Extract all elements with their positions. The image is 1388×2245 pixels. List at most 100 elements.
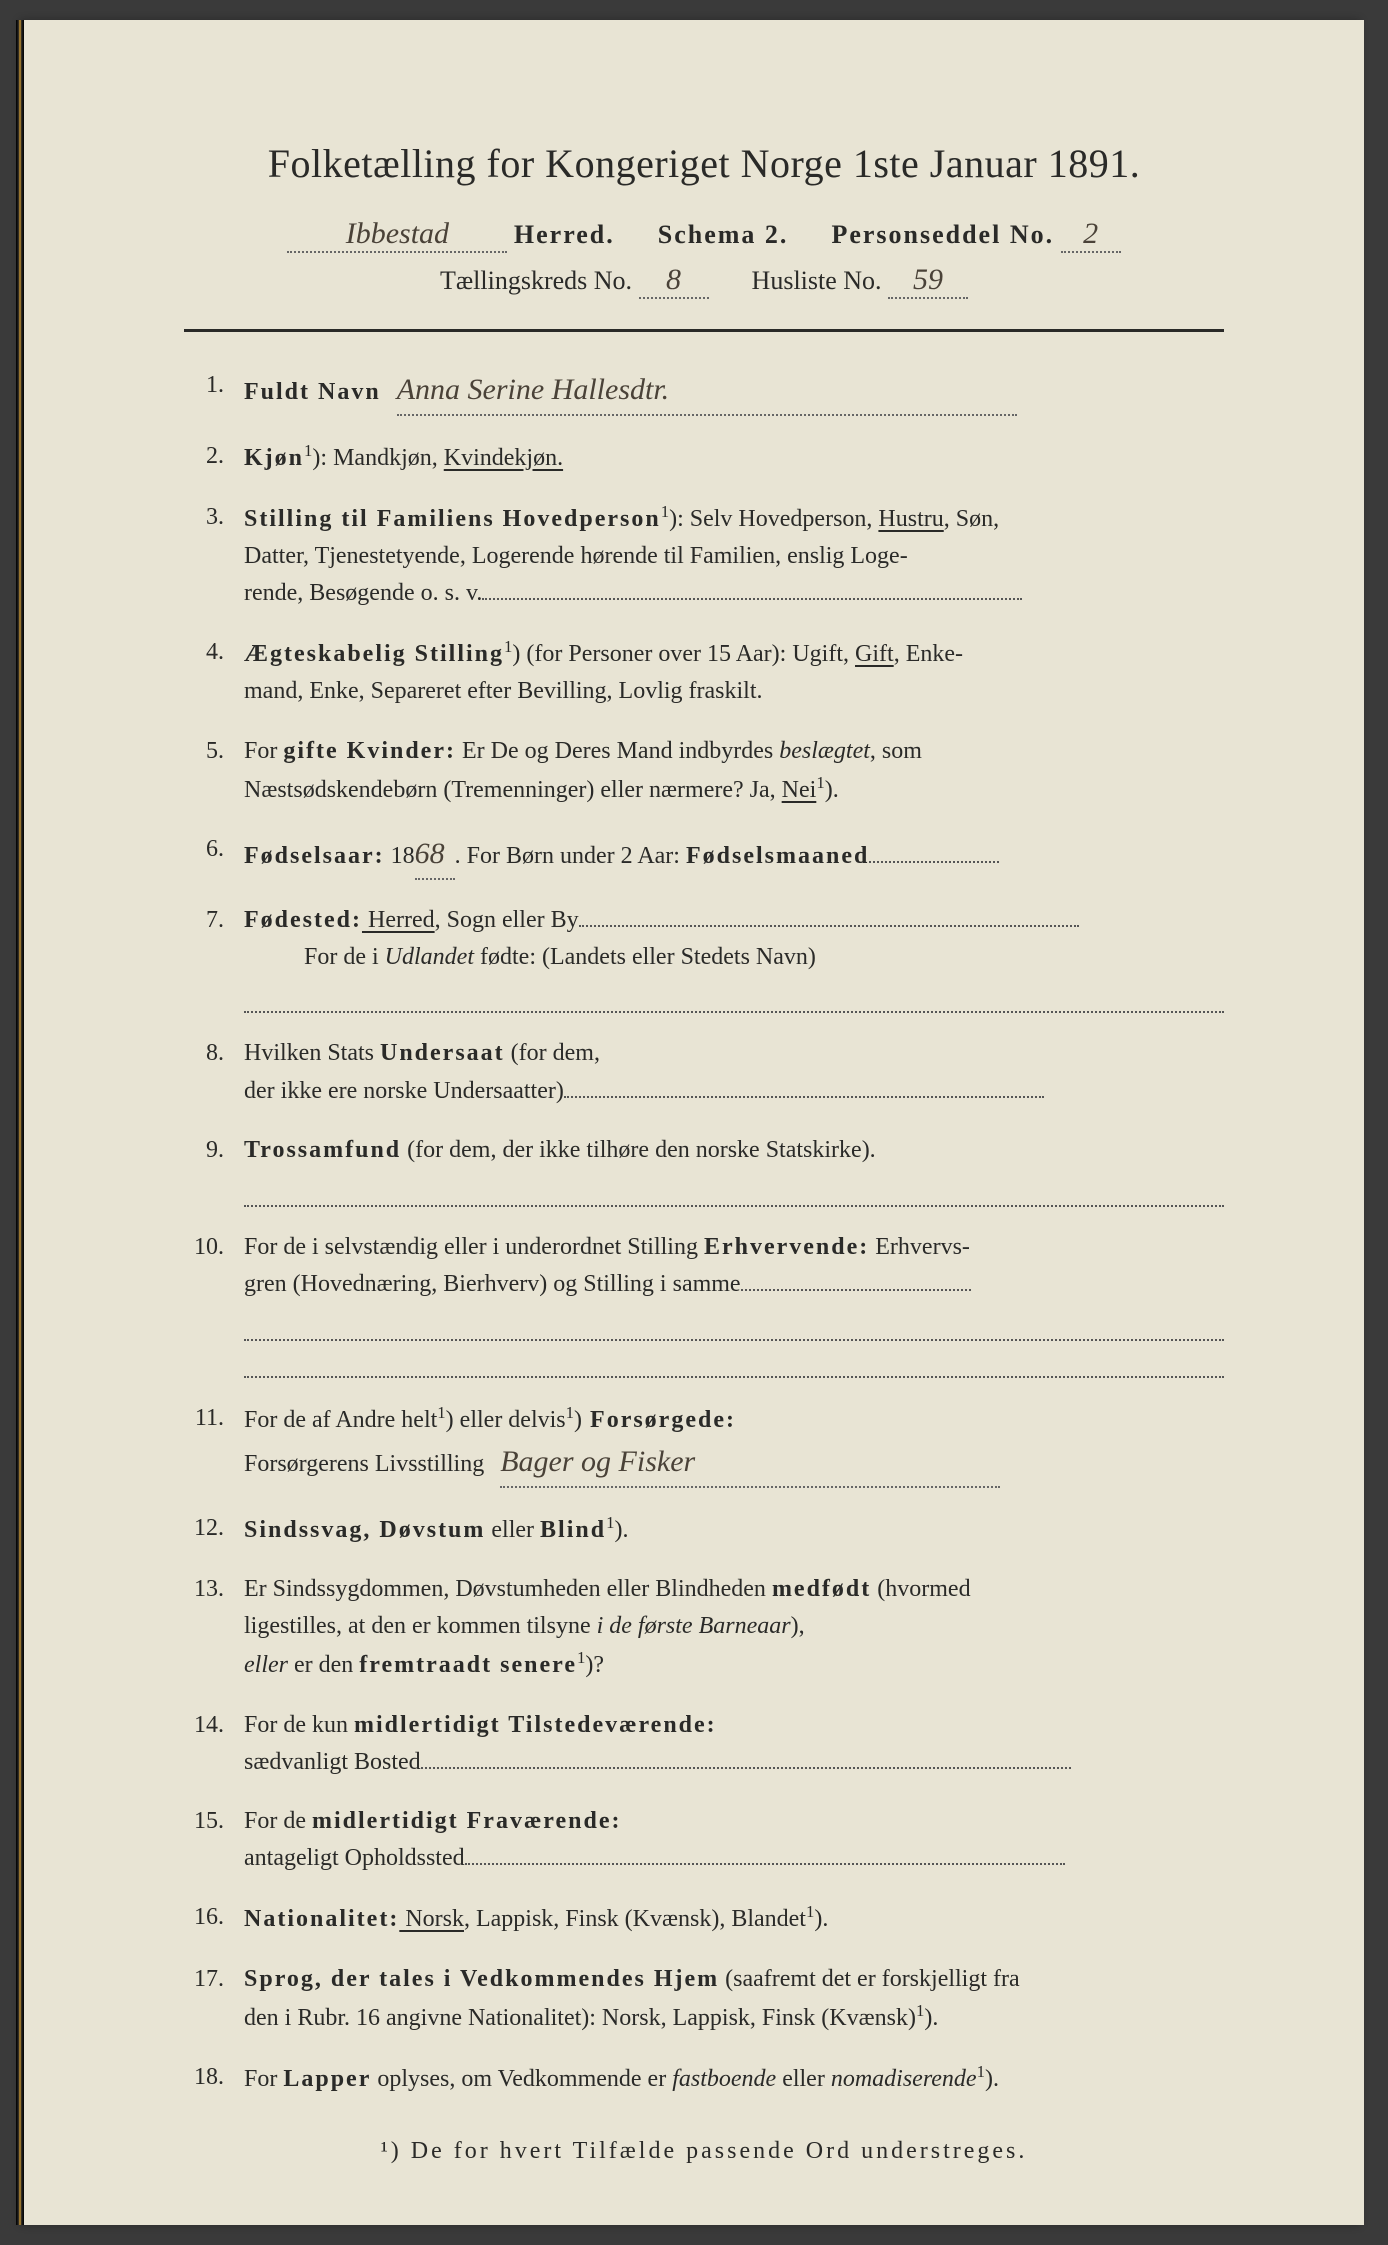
item-9: 9. Trossamfund (for dem, der ikke tilhør… bbox=[184, 1132, 1224, 1207]
text: For de af Andre helt bbox=[244, 1407, 437, 1433]
item-num: 14. bbox=[184, 1707, 244, 1781]
husliste-label: Husliste No. bbox=[752, 266, 882, 295]
item-body: For de midlertidigt Fraværende: antageli… bbox=[244, 1803, 1224, 1877]
item-16: 16. Nationalitet: Norsk, Lappisk, Finsk … bbox=[184, 1899, 1224, 1938]
label: midlertidigt Fraværende: bbox=[312, 1808, 622, 1834]
item-body: Fødested: Herred, Sogn eller By For de i… bbox=[244, 902, 1224, 1014]
label: Ægteskabelig Stilling bbox=[244, 641, 504, 667]
selected-option: Norsk bbox=[399, 1906, 464, 1932]
page-title: Folketælling for Kongeriget Norge 1ste J… bbox=[144, 140, 1264, 187]
label: Forsørgede: bbox=[582, 1407, 736, 1433]
personseddel-no: 2 bbox=[1061, 217, 1121, 253]
label: Fødselsaar: bbox=[244, 843, 385, 869]
italic-text: eller bbox=[244, 1652, 288, 1678]
year-handwritten: 68 bbox=[415, 831, 455, 880]
label: medfødt bbox=[772, 1576, 871, 1602]
item-2: 2. Kjøn1): Mandkjøn, Kvindekjøn. bbox=[184, 438, 1224, 477]
item-body: Ægteskabelig Stilling1) (for Personer ov… bbox=[244, 634, 1224, 710]
text: eller bbox=[776, 2066, 831, 2092]
header-line-1: Ibbestad Herred. Schema 2. Personseddel … bbox=[144, 217, 1264, 253]
item-13: 13. Er Sindssygdommen, Døvstumheden elle… bbox=[184, 1571, 1224, 1685]
selected-option: Kvindekjøn. bbox=[444, 445, 563, 471]
item-num: 7. bbox=[184, 902, 244, 1014]
item-body: Nationalitet: Norsk, Lappisk, Finsk (Kvæ… bbox=[244, 1899, 1224, 1938]
text: (for Personer over 15 Aar): bbox=[526, 641, 792, 667]
label: Fødselsmaaned bbox=[686, 843, 869, 869]
item-body: For gifte Kvinder: Er De og Deres Mand i… bbox=[244, 733, 1224, 809]
footnote: ¹) De for hvert Tilfælde passende Ord un… bbox=[144, 2138, 1264, 2165]
item-3: 3. Stilling til Familiens Hovedperson1):… bbox=[184, 499, 1224, 613]
selected-option: Herred bbox=[362, 907, 435, 933]
text: Er Sindssygdommen, Døvstumheden eller Bl… bbox=[244, 1576, 772, 1602]
selected-option: Nei bbox=[782, 777, 817, 803]
text: For de bbox=[244, 1808, 312, 1834]
label: Erhvervende: bbox=[704, 1234, 869, 1260]
text: For bbox=[244, 738, 283, 764]
label: Kjøn bbox=[244, 445, 304, 471]
item-12: 12. Sindssvag, Døvstum eller Blind1). bbox=[184, 1510, 1224, 1549]
italic-text: Udlandet bbox=[385, 944, 474, 970]
item-num: 6. bbox=[184, 831, 244, 880]
husliste-no: 59 bbox=[888, 263, 968, 299]
text: gren (Hovednæring, Bierhverv) og Stillin… bbox=[244, 1271, 741, 1297]
item-num: 4. bbox=[184, 634, 244, 710]
label: Lapper bbox=[283, 2066, 371, 2092]
item-num: 10. bbox=[184, 1229, 244, 1379]
item-body: For Lapper oplyses, om Vedkommende er fa… bbox=[244, 2059, 1224, 2098]
census-form-page: Folketælling for Kongeriget Norge 1ste J… bbox=[24, 20, 1364, 2225]
label: Sprog, der tales i Vedkommendes Hjem bbox=[244, 1966, 719, 1992]
item-10: 10. For de i selvstændig eller i underor… bbox=[184, 1229, 1224, 1379]
text: , Lappisk, Finsk (Kvænsk), Blandet bbox=[464, 1906, 806, 1932]
item-num: 1. bbox=[184, 367, 244, 416]
text: 18 bbox=[385, 843, 415, 869]
text: den i Rubr. 16 angivne Nationalitet): No… bbox=[244, 2005, 916, 2031]
text: fødte: (Landets eller Stedets Navn) bbox=[474, 944, 816, 970]
item-body: Fuldt Navn Anna Serine Hallesdtr. bbox=[244, 367, 1224, 416]
text: Datter, Tjenestetyende, Logerende hørend… bbox=[244, 543, 908, 569]
item-5: 5. For gifte Kvinder: Er De og Deres Man… bbox=[184, 733, 1224, 809]
item-num: 8. bbox=[184, 1035, 244, 1109]
header-line-2: Tællingskreds No. 8 Husliste No. 59 bbox=[144, 263, 1264, 299]
item-num: 16. bbox=[184, 1899, 244, 1938]
item-num: 18. bbox=[184, 2059, 244, 2098]
text: sædvanligt Bosted bbox=[244, 1749, 421, 1775]
text: For de i bbox=[304, 944, 385, 970]
text: For de i selvstændig eller i underordnet… bbox=[244, 1234, 704, 1260]
text: Ugift, bbox=[792, 641, 855, 667]
italic-text: beslægtet bbox=[779, 738, 870, 764]
text: rende, Besøgende o. s. v. bbox=[244, 580, 482, 606]
label: midlertidigt Tilstedeværende: bbox=[354, 1712, 717, 1738]
item-body: Sprog, der tales i Vedkommendes Hjem (sa… bbox=[244, 1961, 1224, 2037]
text: ligestilles, at den er kommen tilsyne bbox=[244, 1613, 597, 1639]
item-num: 5. bbox=[184, 733, 244, 809]
text: mand, Enke, Separeret efter Bevilling, L… bbox=[244, 678, 763, 704]
text: Mandkjøn, bbox=[333, 445, 444, 471]
item-body: Er Sindssygdommen, Døvstumheden eller Bl… bbox=[244, 1571, 1224, 1685]
item-4: 4. Ægteskabelig Stilling1) (for Personer… bbox=[184, 634, 1224, 710]
text: . For Børn under 2 Aar: bbox=[455, 843, 686, 869]
item-1: 1. Fuldt Navn Anna Serine Hallesdtr. bbox=[184, 367, 1224, 416]
text: Næstsødskendebørn (Tremenninger) eller n… bbox=[244, 777, 782, 803]
item-body: Kjøn1): Mandkjøn, Kvindekjøn. bbox=[244, 438, 1224, 477]
item-body: For de af Andre helt1) eller delvis1) Fo… bbox=[244, 1400, 1224, 1488]
text: Erhvervs- bbox=[869, 1234, 970, 1260]
selected-option: Gift bbox=[855, 641, 894, 667]
item-body: Hvilken Stats Undersaat (for dem, der ik… bbox=[244, 1035, 1224, 1109]
item-7: 7. Fødested: Herred, Sogn eller By For d… bbox=[184, 902, 1224, 1014]
herred-handwritten: Ibbestad bbox=[287, 217, 507, 253]
item-18: 18. For Lapper oplyses, om Vedkommende e… bbox=[184, 2059, 1224, 2098]
item-num: 3. bbox=[184, 499, 244, 613]
text: Er De og Deres Mand indbyrdes bbox=[462, 738, 779, 764]
text: (saafremt det er forskjelligt fra bbox=[719, 1966, 1020, 1992]
item-body: Trossamfund (for dem, der ikke tilhøre d… bbox=[244, 1132, 1224, 1207]
text: For de kun bbox=[244, 1712, 354, 1738]
kreds-label: Tællingskreds No. bbox=[440, 266, 632, 295]
selected-option: Hustru bbox=[878, 506, 943, 532]
item-6: 6. Fødselsaar: 1868. For Børn under 2 Aa… bbox=[184, 831, 1224, 880]
text: (for dem, der ikke tilhøre den norske St… bbox=[401, 1137, 876, 1163]
text: ), bbox=[791, 1613, 805, 1639]
item-14: 14. For de kun midlertidigt Tilstedevære… bbox=[184, 1707, 1224, 1781]
label: Trossamfund bbox=[244, 1137, 401, 1163]
item-num: 2. bbox=[184, 438, 244, 477]
schema-label: Schema 2. bbox=[658, 220, 789, 249]
